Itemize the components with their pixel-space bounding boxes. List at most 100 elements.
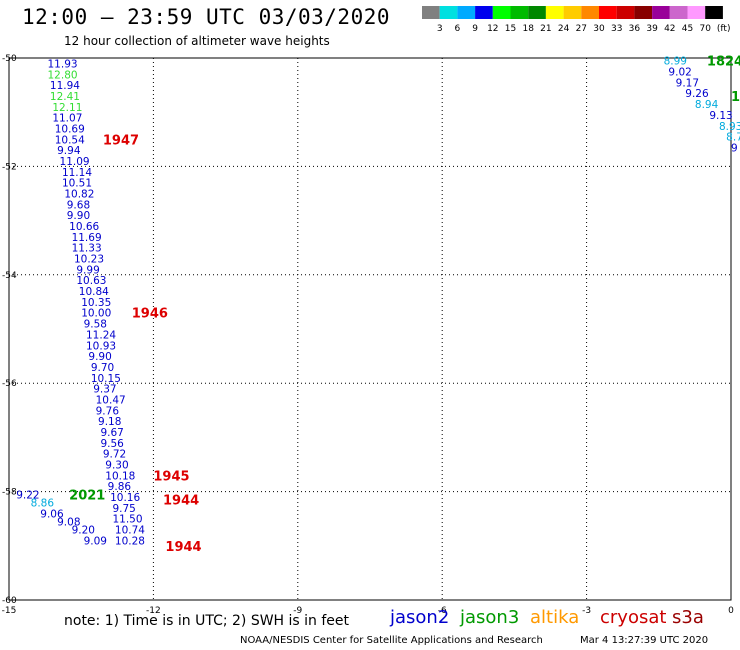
legend-swatch	[652, 6, 670, 19]
page-subtitle: 12 hour collection of altimeter wave hei…	[64, 34, 330, 48]
wave-height-label: 10.93	[86, 340, 116, 352]
wave-height-label: 9.37	[93, 384, 116, 396]
wave-height-label: 9.17	[676, 77, 699, 89]
legend-swatch	[528, 6, 546, 19]
x-tick-label: -12	[146, 606, 161, 616]
wave-height-label: 12.41	[50, 91, 80, 103]
legend-swatch	[669, 6, 688, 19]
wave-height-label: 9.76	[96, 405, 120, 417]
y-tick-label: -54	[2, 271, 17, 281]
legend-swatch	[545, 6, 564, 19]
legend-swatch	[439, 6, 458, 19]
wave-height-label: 11.07	[52, 113, 82, 125]
wave-height-label: 9.30	[105, 460, 128, 472]
legend-tick-label: 15	[505, 24, 516, 34]
wave-height-label: 9.86	[108, 481, 132, 493]
legend-tick-label: 12	[487, 24, 498, 34]
y-tick-label: -60	[2, 596, 17, 606]
time-labels: 1947 1946 1945 1944 1944 2021 1824 18	[69, 55, 740, 555]
time-label: 1947	[103, 133, 139, 148]
wave-height-label: 10.51	[62, 178, 92, 190]
time-label: 1944	[165, 540, 201, 555]
wave-height-label: 9.67	[100, 427, 123, 439]
legend-tick-label: 39	[646, 24, 658, 34]
wave-height-label: 10.28	[115, 535, 145, 547]
wave-height-label: 10.16	[110, 492, 140, 504]
wave-height-label: 12.80	[48, 69, 78, 81]
wave-height-label: 10.00	[81, 308, 111, 320]
wave-height-label: 10.54	[55, 134, 85, 146]
wave-height-label: 9.94	[57, 145, 81, 157]
wave-height-label: 10.23	[74, 254, 104, 266]
wave-height-label: 10.15	[91, 373, 121, 385]
wave-height-label: 8.99	[664, 56, 687, 68]
legend-tick-label: 21	[540, 24, 551, 34]
time-label: 1946	[132, 307, 168, 322]
plot-frame	[8, 57, 732, 601]
wave-height-label: 10.47	[96, 394, 126, 406]
note-text: note: 1) Time is in UTC; 2) SWH is in fe…	[64, 613, 350, 629]
time-label: 1945	[153, 469, 189, 484]
satellite-s3a: s3a	[672, 607, 704, 628]
satellite-jason3: jason3	[460, 607, 520, 628]
wave-height-label: 10.82	[64, 189, 94, 201]
wave-height-label: 9.90	[67, 210, 90, 222]
wave-height-label: 8.86	[31, 497, 55, 509]
legend-unit: (ft)	[717, 24, 731, 34]
wave-height-label: 9.09	[84, 535, 107, 547]
grid	[9, 58, 731, 600]
time-label: 2021	[69, 488, 105, 503]
legend-swatch	[599, 6, 617, 19]
wave-height-label: 11.14	[62, 167, 92, 179]
y-tick-label: -58	[2, 488, 17, 498]
satellite-altika: altika	[530, 607, 580, 628]
wave-height-label: 11.33	[72, 243, 102, 255]
wave-height-label: 9.02	[668, 67, 691, 79]
legend-tick-label: 3	[437, 24, 443, 34]
wave-height-label: 10.63	[76, 275, 106, 287]
time-label: 1824	[707, 55, 740, 70]
x-tick-label: -3	[582, 606, 591, 616]
wave-height-label: 11.69	[72, 232, 102, 244]
wave-height-label: 9.72	[103, 449, 126, 461]
page-title: 12:00 – 23:59 UTC 03/03/2020	[22, 5, 391, 29]
wave-height-label: 9.08	[57, 516, 80, 528]
wave-height-label: 11.50	[112, 514, 142, 526]
time-label: 18	[731, 90, 740, 105]
wave-height-label: 11.94	[50, 80, 80, 92]
wave-height-label: 9.18	[98, 416, 121, 428]
wave-height-label: 9.70	[91, 362, 114, 374]
legend-swatch	[475, 6, 493, 19]
wave-height-label: 11.09	[60, 156, 90, 168]
wave-height-label: 9.90	[88, 351, 111, 363]
legend-swatch	[705, 6, 723, 19]
legend-tick-label: 42	[664, 24, 675, 34]
color-scale-legend: 3 6 9 12 15 18 21 24 27 30 33 36 39 42 45 70 (ft)	[422, 6, 730, 34]
legend-swatch	[563, 6, 582, 19]
legend-tick-label: 36	[629, 24, 641, 34]
x-tick-label: -15	[2, 606, 17, 616]
legend-swatch	[492, 6, 511, 19]
wave-height-label: 10.74	[115, 525, 145, 537]
wave-height-label: 9.56	[100, 438, 124, 450]
wave-height-label: 8.94	[695, 99, 719, 111]
wave-height-label: 9.06	[40, 508, 64, 520]
y-tick-label: -52	[2, 162, 17, 172]
legend-swatch	[581, 6, 599, 19]
wave-height-label: 9.99	[76, 264, 99, 276]
y-tick-label: -50	[2, 54, 17, 64]
x-tick-label: -9	[293, 606, 302, 616]
legend-swatch	[422, 6, 440, 19]
credit-text: NOAA/NESDIS Center for Satellite Applica…	[240, 635, 543, 646]
wave-height-label: 9.26	[685, 88, 709, 100]
wave-height-label: 10.66	[69, 221, 99, 233]
legend-swatch	[634, 6, 653, 19]
legend-swatch	[510, 6, 529, 19]
legend-swatch	[457, 6, 476, 19]
wave-height-label: 8.7	[726, 132, 740, 144]
time-label: 1944	[163, 494, 199, 509]
legend-tick-label: 30	[593, 24, 605, 34]
wave-height-label: 9.58	[84, 319, 107, 331]
x-tick-label: 0	[728, 606, 734, 616]
